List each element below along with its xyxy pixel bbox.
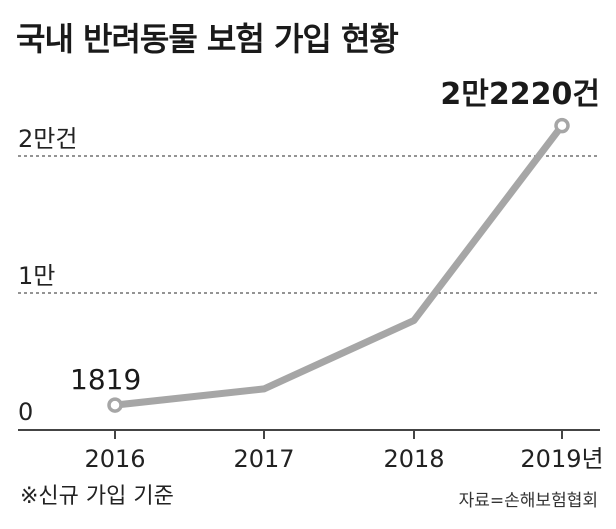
y-tick-label-2: 2만건 [18,125,77,153]
data-point-marker-0 [107,397,123,413]
data-label-0: 1819 [70,363,141,396]
x-tick-label-1: 2017 [233,445,294,473]
data-label-3: 2만2220건 [440,77,600,112]
data-point-marker-3 [554,117,570,134]
series-line [111,122,566,409]
y-tick-label-1: 1만 [18,262,55,290]
series-layer [107,117,570,413]
x-tick-label-3: 2019년 [520,445,603,473]
label-layer: 0 1만 2만건 2016 2017 2018 2019년 1819 2만2220건 [18,77,604,473]
chart-title: 국내 반려동물 보험 가입 현황 [16,20,399,58]
y-tick-label-0: 0 [18,398,33,426]
x-tick-label-0: 2016 [84,445,145,473]
grid-layer [18,155,600,294]
x-tick-label-2: 2018 [383,445,444,473]
source-credit: 자료=손해보험협회 [458,491,598,511]
footnote: ※신규 가입 기준 [20,484,174,509]
axis-layer [18,429,600,439]
